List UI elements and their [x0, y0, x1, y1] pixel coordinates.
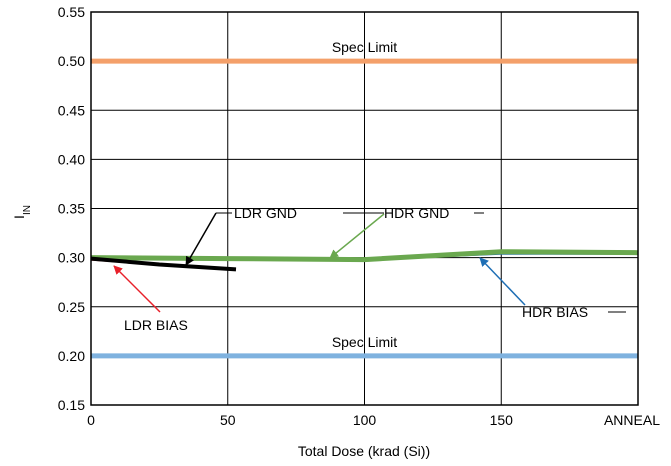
y-tick-labels: 0.15 0.20 0.25 0.30 0.35 0.40 0.45 0.50 0.55: [58, 4, 85, 413]
series-line-ldr-gnd: [90, 256, 237, 272]
y-tick-label: 0.30: [58, 250, 85, 266]
y-tick-label: 0.35: [58, 201, 85, 217]
annotation-hdr-bias-label: HDR BIAS: [522, 304, 588, 320]
spec-limit-label-upper: Spec Limit: [332, 39, 397, 55]
y-tick-label: 0.50: [58, 53, 85, 69]
y-axis-label-sub: IN: [22, 205, 33, 215]
plot-frame: [90, 11, 639, 406]
y-tick-label: 0.20: [58, 348, 85, 364]
y-tick-label: 0.40: [58, 151, 85, 167]
annotation-ldr-gnd-label: LDR GND: [234, 205, 297, 221]
x-axis-label: Total Dose (krad (Si)): [298, 443, 430, 459]
annotation-ldr-bias-label: LDR BIAS: [124, 317, 188, 333]
annotation-ldr-gnd-arrow: [185, 212, 217, 266]
annotation-ldr-gnd: LDR GND: [185, 205, 297, 266]
annotation-hdr-bias: HDR BIAS: [479, 257, 626, 320]
x-tick-label: 100: [353, 412, 377, 428]
y-tick-label: 0.25: [58, 299, 85, 315]
annotation-hdr-gnd-arrow: [329, 213, 385, 259]
spec-limit-label-lower: Spec Limit: [332, 334, 397, 350]
annotation-hdr-bias-arrow: [479, 257, 526, 306]
y-axis-label-main: I: [11, 215, 27, 219]
annotation-ldr-bias-arrow: [113, 265, 161, 313]
x-tick-label: 0: [87, 412, 95, 428]
spec-limits: Spec Limit Spec Limit: [91, 39, 638, 359]
series-line-hdr-gnd: [90, 249, 639, 263]
y-tick-label: 0.55: [58, 4, 85, 20]
series-lines: [90, 249, 639, 272]
y-tick-label: 0.15: [58, 397, 85, 413]
annotation-hdr-gnd: HDR GND: [329, 205, 484, 259]
x-tick-label: ANNEAL: [604, 412, 660, 428]
x-tick-label: 150: [490, 412, 514, 428]
x-tick-labels: 0 50 100 150 ANNEAL: [87, 412, 660, 428]
annotation-hdr-gnd-label: HDR GND: [384, 205, 449, 221]
annotation-ldr-bias: LDR BIAS: [113, 265, 188, 333]
y-tick-label: 0.45: [58, 102, 85, 118]
x-tick-label: 50: [220, 412, 236, 428]
y-axis-label: IIN: [11, 205, 33, 219]
